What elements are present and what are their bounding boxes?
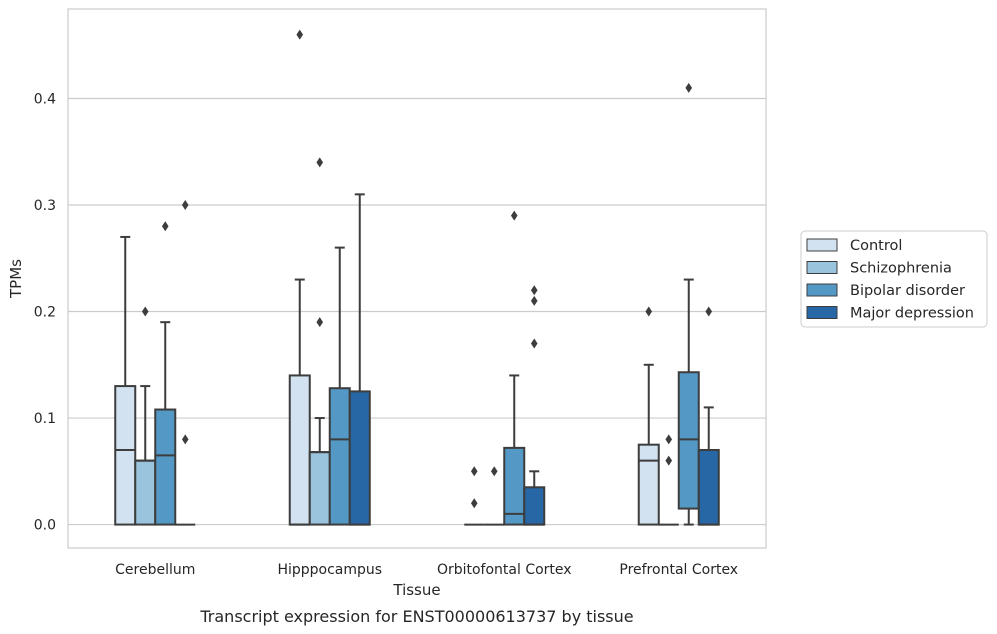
box-control [288, 29, 311, 526]
box-control [114, 235, 137, 526]
outlier-point [316, 317, 324, 328]
outlier-point [685, 82, 693, 93]
y-tick-label: 0.2 [34, 305, 56, 321]
box-body [677, 371, 700, 510]
outlier-point [530, 295, 538, 306]
outlier-point [490, 466, 498, 477]
box-body [697, 449, 720, 526]
outlier-point [181, 200, 189, 210]
boxes [114, 29, 720, 526]
legend-label: Bipolar disorder [850, 283, 965, 299]
legend-swatch [806, 238, 838, 252]
outlier-point [181, 434, 189, 445]
y-tick-label: 0.0 [34, 518, 56, 534]
plot-frame [67, 8, 767, 549]
legend: Control Schizophrenia Bipolar disorder Majo… [800, 230, 988, 328]
outlier-point [510, 210, 518, 221]
box-body [328, 387, 351, 526]
legend-label: Schizophrenia [850, 261, 952, 277]
y-tick-label: 0.4 [34, 91, 56, 107]
legend-frame [800, 230, 988, 328]
outlier-point [296, 29, 304, 40]
outlier-point [530, 285, 538, 296]
box-major-depression [348, 193, 371, 526]
outlier-point [141, 306, 149, 317]
box-schizophrenia [134, 306, 157, 526]
x-tick-label: Prefrontal Cortex [619, 562, 738, 578]
x-tick-label: Hipppocampus [277, 562, 382, 578]
box-major-depression [523, 285, 546, 526]
legend-label: Control [850, 238, 902, 254]
box-body [523, 486, 546, 526]
legend-swatch [806, 261, 838, 274]
outlier-point [645, 306, 653, 317]
box-control [637, 306, 660, 526]
x-tick-label: Cerebellum [115, 562, 195, 578]
box-control [464, 466, 485, 526]
box-bipolar-disorder [328, 246, 351, 526]
box-schizophrenia [308, 157, 331, 526]
box-schizophrenia [658, 434, 679, 526]
outlier-point [665, 455, 673, 466]
y-tick-label: 0.1 [34, 411, 56, 427]
y-tick-labels: 0.0 0.1 0.2 0.3 0.4 [34, 91, 56, 533]
outlier-point [665, 434, 673, 445]
x-tick-label: Orbitofontal Cortex [437, 562, 572, 578]
box-body [308, 451, 331, 526]
box-body [288, 374, 311, 526]
legend-label: Major depression [850, 306, 974, 322]
box-body [134, 459, 157, 526]
box-body [348, 390, 371, 526]
legend-swatch [806, 283, 838, 297]
x-tick-labels: Cerebellum Hipppocampus Orbitofontal Corte… [115, 562, 738, 578]
box-major-depression [697, 306, 720, 526]
outlier-point [470, 466, 478, 477]
figure-caption: Transcript expression for ENST0000061373… [199, 607, 633, 626]
box-body [154, 408, 177, 526]
y-axis-title: TPMs [7, 259, 25, 299]
outlier-point [705, 306, 713, 317]
box-schizophrenia [484, 466, 505, 526]
legend-swatch [806, 306, 838, 319]
outlier-point [470, 498, 478, 509]
outlier-point [161, 221, 169, 232]
box-major-depression [175, 200, 196, 526]
box-bipolar-disorder [503, 210, 526, 526]
box-body [637, 443, 660, 526]
box-body [114, 385, 137, 526]
box-bipolar-disorder [154, 221, 177, 526]
box-body [503, 446, 526, 526]
outlier-point [530, 338, 538, 349]
box-bipolar-disorder [677, 82, 700, 526]
x-axis-title: Tissue [392, 581, 440, 599]
outlier-point [316, 157, 324, 168]
y-tick-label: 0.3 [34, 198, 56, 214]
